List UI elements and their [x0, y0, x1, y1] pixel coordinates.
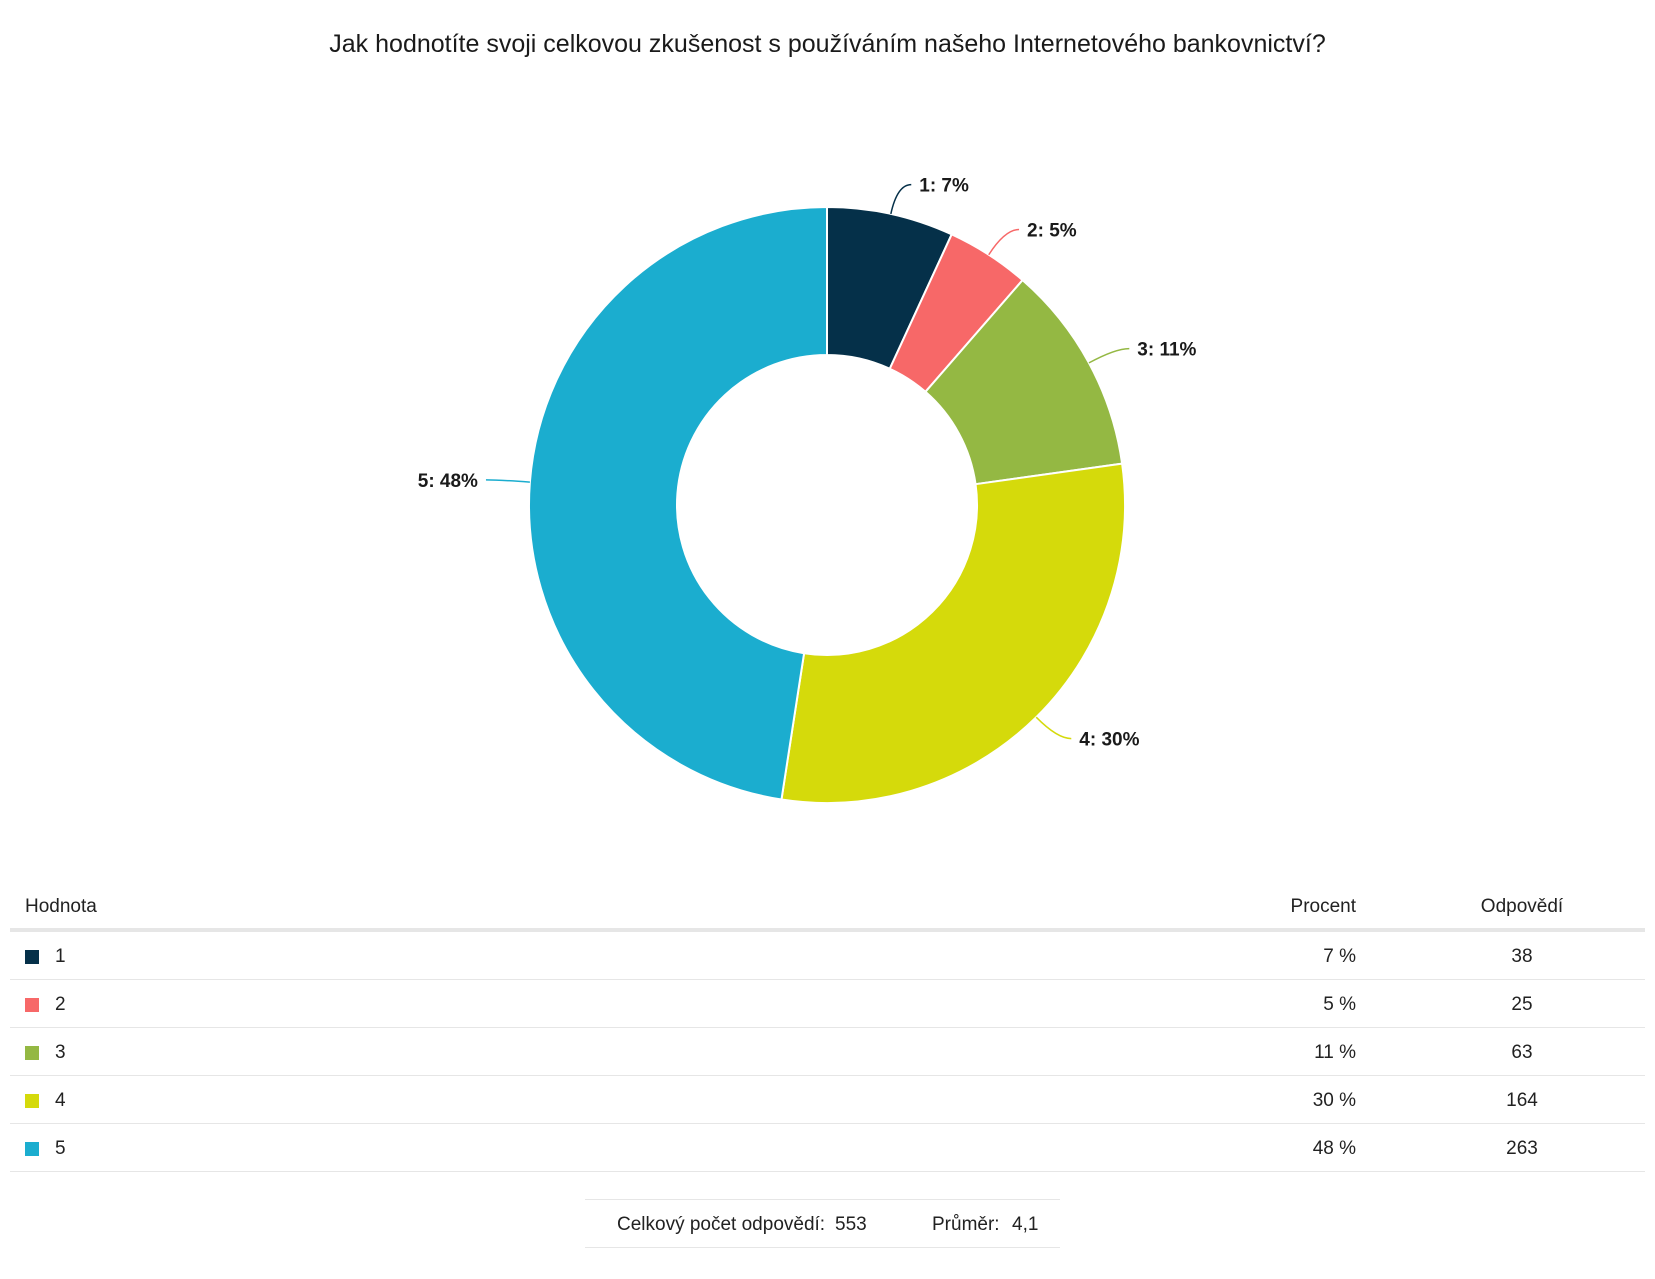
- row-responses: 38: [1511, 946, 1533, 967]
- average-value: 4,1: [1012, 1214, 1039, 1235]
- row-responses: 164: [1506, 1090, 1538, 1111]
- row-value: 5: [55, 1138, 66, 1159]
- header-value: Hodnota: [25, 896, 97, 917]
- row-percent: 11 %: [1314, 1042, 1356, 1063]
- color-swatch: [25, 1142, 39, 1156]
- label-connector-1: [890, 183, 912, 215]
- row-responses: 25: [1511, 994, 1533, 1015]
- color-swatch: [25, 950, 39, 964]
- row-value: 2: [55, 994, 66, 1015]
- total-value: 553: [835, 1214, 867, 1235]
- header-responses: Odpovědí: [1480, 896, 1564, 917]
- donut-slices: [528, 205, 1126, 804]
- donut-slice-4: [780, 462, 1126, 804]
- results-table: Hodnota Procent Odpovědí 1 7 % 38 2 5 % …: [10, 870, 1645, 1172]
- data-label-2: 2: 5%: [1027, 221, 1077, 242]
- data-label-3: 3: 11%: [1137, 340, 1196, 361]
- donut-slice-5: [528, 205, 828, 801]
- row-value: 3: [55, 1042, 66, 1063]
- color-swatch: [25, 1046, 39, 1060]
- data-label-5: 5: 48%: [418, 471, 478, 492]
- label-connector-5: [485, 479, 530, 483]
- row-percent: 5 %: [1323, 994, 1356, 1015]
- row-percent: 30 %: [1312, 1090, 1356, 1111]
- color-swatch: [25, 1094, 39, 1108]
- color-swatch: [25, 998, 39, 1012]
- header-percent: Procent: [1290, 896, 1356, 917]
- data-label-1: 1: 7%: [919, 176, 969, 197]
- table-row: 2 5 % 25: [10, 980, 1645, 1028]
- table-body: 1 7 % 38 2 5 % 25 3 11 % 63 4 30 % 164 5…: [10, 932, 1645, 1172]
- data-label-4: 4: 30%: [1079, 730, 1139, 751]
- row-percent: 7 %: [1323, 946, 1356, 967]
- table-header: Hodnota Procent Odpovědí: [10, 870, 1645, 932]
- table-row: 4 30 % 164: [10, 1076, 1645, 1124]
- row-percent: 48 %: [1312, 1138, 1356, 1159]
- chart-title: Jak hodnotíte svoji celkovou zkušenost s…: [329, 30, 1326, 58]
- label-connector-3: [1088, 347, 1130, 364]
- table-row: 3 11 % 63: [10, 1028, 1645, 1076]
- row-value: 4: [55, 1090, 66, 1111]
- row-responses: 63: [1511, 1042, 1533, 1063]
- donut-chart: 1: 7% 2: 5% 3: 11% 4: 30% 5: 48%: [418, 176, 1197, 804]
- total-label: Celkový počet odpovědí:: [617, 1214, 826, 1235]
- donut-labels: 1: 7% 2: 5% 3: 11% 4: 30% 5: 48%: [418, 176, 1197, 751]
- table-row: 5 48 % 263: [10, 1124, 1645, 1172]
- average-label: Průměr:: [932, 1214, 1000, 1235]
- row-value: 1: [55, 946, 66, 967]
- table-row: 1 7 % 38: [10, 932, 1645, 980]
- label-connector-2: [988, 228, 1020, 256]
- row-responses: 263: [1506, 1138, 1538, 1159]
- summary-bar: Celkový počet odpovědí: 553 Průměr: 4,1: [585, 1199, 1060, 1248]
- label-connector-4: [1035, 716, 1072, 740]
